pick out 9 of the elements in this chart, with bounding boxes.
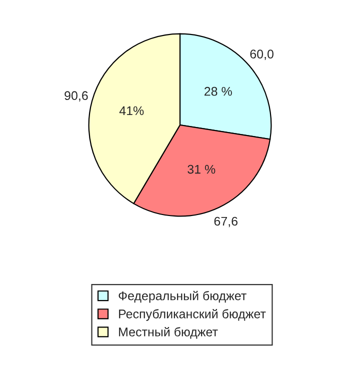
data-label: 67,6 (214, 216, 238, 228)
legend-label: Федеральный бюджет (118, 290, 246, 303)
text: 28 % (204, 86, 232, 96)
legend-label: Местный бюджет (119, 326, 218, 339)
text: 31 % (188, 164, 216, 174)
data-label: 90,6 (64, 91, 88, 102)
text: 41% (119, 106, 144, 116)
data-label: 60,0 (250, 50, 274, 60)
legend-label: Республиканский бюджет (119, 308, 266, 321)
